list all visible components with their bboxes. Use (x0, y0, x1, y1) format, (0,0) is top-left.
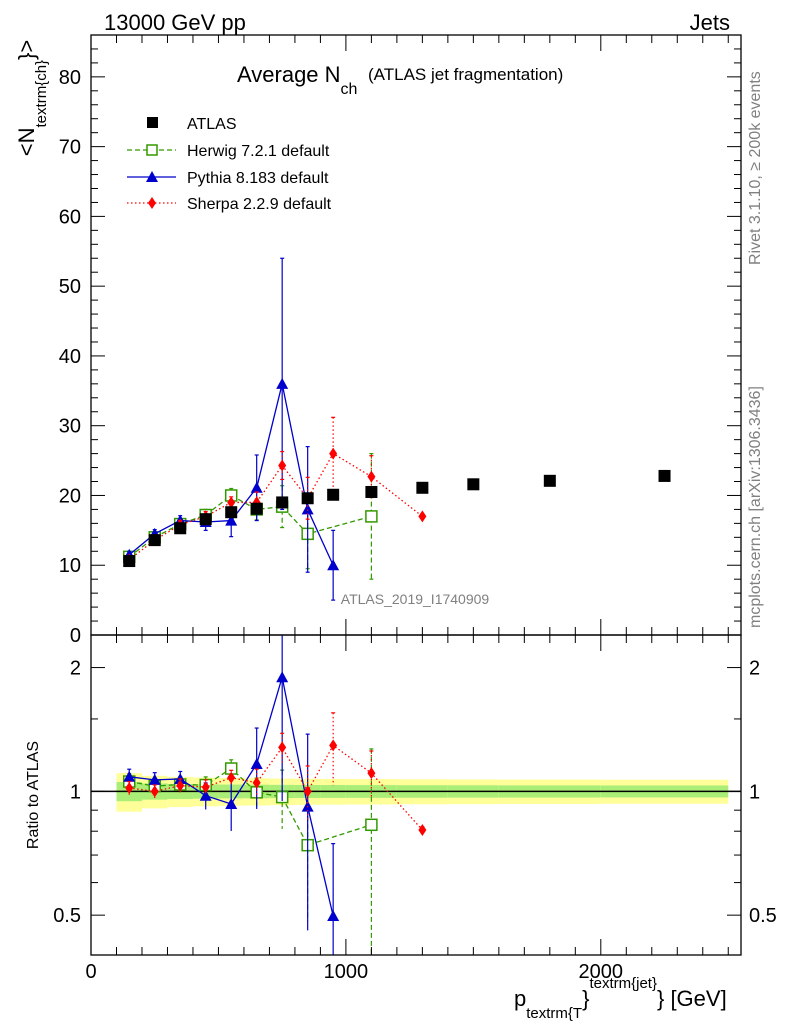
legend-label-sherpa: Sherpa 2.2.9 default (187, 196, 332, 213)
ratio-point-sherpa (303, 785, 312, 798)
series-atlas (123, 469, 671, 568)
ytick-label: 70 (59, 137, 81, 159)
point-atlas (123, 555, 136, 568)
legend: ATLAS Herwig 7.2.1 default Pythia 8.183 … (127, 116, 332, 213)
ratio-point-pythia (199, 789, 212, 801)
point-pythia (301, 503, 314, 515)
ytick-label: 40 (59, 346, 81, 368)
xtick-label: 2000 (579, 961, 624, 983)
ytick-label: 0 (70, 625, 81, 647)
ratio-panel: 0 1000 2000 0.5 0.5 1 1 2 2 (53, 634, 777, 983)
xtick-label: 1000 (324, 961, 369, 983)
ratio-ytick-label-right: 1 (749, 781, 760, 803)
ratio-point-pythia (276, 671, 289, 683)
point-atlas (225, 506, 238, 519)
ratio-point-sherpa (176, 779, 185, 792)
point-pythia (327, 559, 340, 571)
ratio-point-herwig (365, 818, 378, 832)
xtick-label: 0 (85, 961, 96, 983)
point-atlas (467, 478, 480, 491)
ratio-ytick-label: 1 (70, 781, 81, 803)
ratio-point-sherpa (252, 776, 261, 789)
point-sherpa (418, 510, 427, 523)
header-left: 13000 GeV pp (104, 10, 246, 35)
ratio-ytick-label: 2 (70, 658, 81, 680)
legend-entry-pythia: Pythia 8.183 default (127, 170, 329, 187)
legend-entry-atlas: ATLAS (147, 116, 237, 133)
point-atlas (174, 522, 187, 535)
point-atlas (199, 513, 212, 526)
point-atlas (365, 485, 378, 498)
series-sherpa (125, 416, 427, 566)
ratio-point-pythia (327, 910, 340, 922)
legend-entry-sherpa: Sherpa 2.2.9 default (127, 196, 332, 213)
ratio-point-sherpa (125, 782, 134, 795)
ylabel-ratio: Ratio to ATLAS (25, 741, 42, 849)
ratio-point-sherpa (418, 823, 427, 836)
point-herwig (365, 510, 378, 523)
ytick-label: 50 (59, 276, 81, 298)
xlabel: ptextrm{T}textrm{jet}} [GeV] (514, 975, 727, 1022)
title-paren: (ATLAS jet fragmentation) (368, 65, 563, 84)
ytick-label: 60 (59, 206, 81, 228)
ratio-frame (90, 634, 742, 956)
ratio-point-pythia (225, 797, 238, 809)
ratio-point-pythia (148, 773, 161, 785)
ratio-ytick-label-right: 2 (749, 658, 760, 680)
point-atlas (658, 469, 671, 482)
legend-label-atlas: ATLAS (187, 116, 237, 133)
legend-entry-herwig: Herwig 7.2.1 default (127, 143, 330, 160)
mcplots-label: mcplots.cern.ch [arXiv:1306.3436] (747, 386, 764, 628)
point-atlas (148, 534, 161, 547)
point-atlas (301, 492, 314, 505)
point-sherpa (227, 496, 236, 509)
ratio-point-sherpa (201, 781, 210, 794)
point-atlas (327, 488, 340, 501)
ratio-ytick-label-right: 0.5 (749, 905, 777, 927)
ratio-point-sherpa (367, 767, 376, 780)
legend-marker-pythia (146, 171, 158, 182)
rivet-label: Rivet 3.1.10, ≥ 200k events (747, 71, 764, 265)
ratio-point-sherpa (150, 785, 159, 798)
ratio-ytick-label: 0.5 (53, 905, 81, 927)
header-right: Jets (690, 10, 730, 35)
ratio-series-sherpa (125, 712, 427, 836)
point-pythia (250, 481, 263, 493)
point-sherpa (329, 447, 338, 460)
main-panel: 0 10 20 30 40 50 60 70 80 (59, 34, 742, 647)
ratio-point-sherpa (278, 741, 287, 754)
ratio-point-sherpa (329, 739, 338, 752)
legend-marker-herwig (146, 144, 158, 156)
ylabel-main: <Ntextrm{ch}}> (14, 40, 50, 156)
ytick-label: 80 (59, 67, 81, 89)
point-atlas (416, 481, 429, 494)
ratio-point-sherpa (227, 771, 236, 784)
point-pythia (276, 377, 289, 389)
legend-marker-atlas (147, 117, 158, 128)
watermark: ATLAS_2019_I1740909 (341, 591, 490, 607)
point-atlas (276, 496, 289, 509)
series-herwig (122, 453, 378, 580)
point-atlas (250, 502, 263, 515)
point-sherpa (278, 459, 287, 472)
point-atlas (543, 474, 556, 487)
point-pythia (225, 514, 238, 526)
ytick-label: 20 (59, 485, 81, 507)
legend-label-herwig: Herwig 7.2.1 default (187, 143, 330, 160)
ytick-label: 30 (59, 416, 81, 438)
ratio-line-sherpa (129, 744, 423, 831)
legend-label-pythia: Pythia 8.183 default (187, 170, 329, 187)
ratio-point-pythia (250, 757, 263, 769)
ytick-label: 10 (59, 555, 81, 577)
line-herwig (128, 494, 372, 558)
ratio-point-pythia (123, 770, 136, 782)
legend-marker-sherpa (148, 197, 156, 209)
series-pythia (123, 257, 340, 601)
title-main: Average Nch (237, 62, 357, 98)
line-sherpa (128, 452, 423, 561)
point-sherpa (367, 470, 376, 483)
